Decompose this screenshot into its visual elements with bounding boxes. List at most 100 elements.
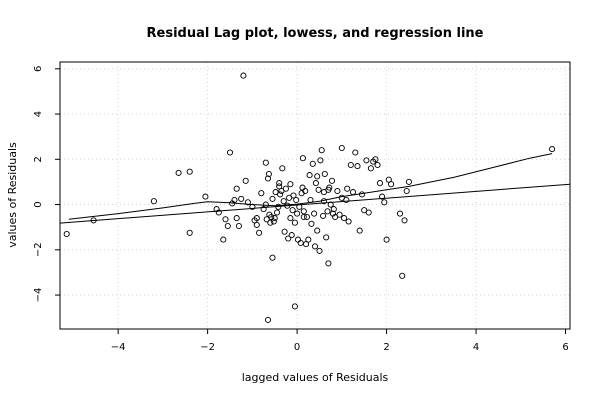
- data-point: [296, 203, 303, 210]
- data-point: [281, 228, 288, 235]
- x-tick-label: 4: [473, 342, 479, 353]
- regression-line: [59, 183, 571, 224]
- x-axis: −4 −2 0 2 4 6: [111, 329, 569, 353]
- data-point: [284, 202, 291, 209]
- data-point: [186, 229, 193, 236]
- data-point: [338, 194, 345, 201]
- data-point: [381, 199, 388, 206]
- data-point: [317, 157, 324, 164]
- lowess-line: [68, 153, 553, 220]
- x-tick-label: 2: [383, 342, 389, 353]
- data-point: [285, 235, 292, 242]
- data-point: [328, 177, 336, 184]
- data-point: [306, 172, 313, 179]
- data-point: [287, 215, 294, 222]
- data-point: [294, 210, 301, 217]
- data-point: [372, 156, 379, 163]
- data-point: [294, 236, 302, 243]
- data-point: [288, 232, 295, 239]
- data-point: [311, 210, 318, 217]
- data-point: [354, 163, 361, 170]
- data-point: [356, 227, 363, 234]
- data-point: [300, 208, 307, 215]
- data-point: [312, 180, 319, 187]
- data-point: [396, 210, 404, 217]
- data-point: [302, 187, 309, 195]
- data-point: [307, 196, 314, 204]
- data-point: [186, 168, 193, 175]
- grid: [60, 62, 570, 329]
- data-point: [363, 157, 370, 164]
- data-point: [336, 211, 343, 218]
- scatter-points: [63, 72, 556, 323]
- data-point: [318, 147, 325, 154]
- data-point: [305, 236, 312, 243]
- data-point: [321, 170, 328, 178]
- data-point: [253, 221, 260, 228]
- x-tick-label: −2: [200, 342, 215, 353]
- data-point: [345, 218, 352, 225]
- data-point: [289, 207, 296, 214]
- y-tick-label: 4: [33, 111, 44, 117]
- data-point: [287, 181, 294, 188]
- data-point: [347, 161, 354, 169]
- y-tick-label: 6: [33, 66, 44, 72]
- data-point: [338, 144, 345, 152]
- data-point: [215, 209, 222, 216]
- data-point: [320, 212, 327, 219]
- data-point: [226, 149, 234, 156]
- y-tick-label: −2: [33, 242, 44, 257]
- data-point: [244, 199, 251, 206]
- x-tick-label: 0: [294, 342, 300, 353]
- x-tick-label: 6: [562, 342, 568, 353]
- data-point: [352, 149, 359, 156]
- data-point: [549, 146, 556, 153]
- data-point: [267, 219, 274, 226]
- data-point: [224, 222, 231, 230]
- data-point: [291, 303, 298, 310]
- data-point: [349, 189, 357, 196]
- data-point: [265, 170, 272, 178]
- data-point: [242, 177, 249, 184]
- data-point: [276, 180, 283, 187]
- data-point: [279, 165, 286, 172]
- data-point: [253, 215, 260, 222]
- x-axis-label: lagged values of Residuals: [242, 371, 389, 384]
- data-point: [291, 219, 298, 226]
- data-point: [330, 206, 337, 213]
- data-point: [63, 230, 70, 238]
- data-point: [262, 201, 269, 208]
- data-point: [320, 198, 327, 205]
- data-point: [275, 203, 282, 210]
- y-axis: −4 −2 0 2 4 6: [33, 66, 60, 302]
- data-point: [297, 239, 304, 247]
- data-point: [264, 175, 272, 182]
- fit-lines: [59, 153, 571, 224]
- data-point: [249, 203, 256, 210]
- data-point: [299, 155, 306, 162]
- y-tick-label: 2: [33, 156, 44, 162]
- data-point: [399, 272, 406, 279]
- data-point: [90, 217, 97, 224]
- data-point: [403, 187, 410, 195]
- data-point: [374, 161, 381, 169]
- data-point: [277, 191, 284, 198]
- data-point: [300, 213, 307, 221]
- data-point: [293, 196, 300, 204]
- data-point: [150, 198, 157, 205]
- data-point: [280, 198, 287, 205]
- data-point: [268, 213, 275, 221]
- data-point: [273, 209, 281, 216]
- data-point: [282, 185, 289, 192]
- data-point: [290, 192, 297, 199]
- y-tick-label: 0: [33, 201, 44, 207]
- data-point: [264, 316, 272, 323]
- data-point: [238, 195, 245, 202]
- data-point: [365, 209, 372, 216]
- data-point: [323, 234, 330, 241]
- data-point: [175, 169, 182, 176]
- data-point: [233, 185, 240, 192]
- data-point: [334, 187, 341, 195]
- data-point: [240, 72, 247, 79]
- y-axis-label: values of Residuals: [6, 142, 19, 248]
